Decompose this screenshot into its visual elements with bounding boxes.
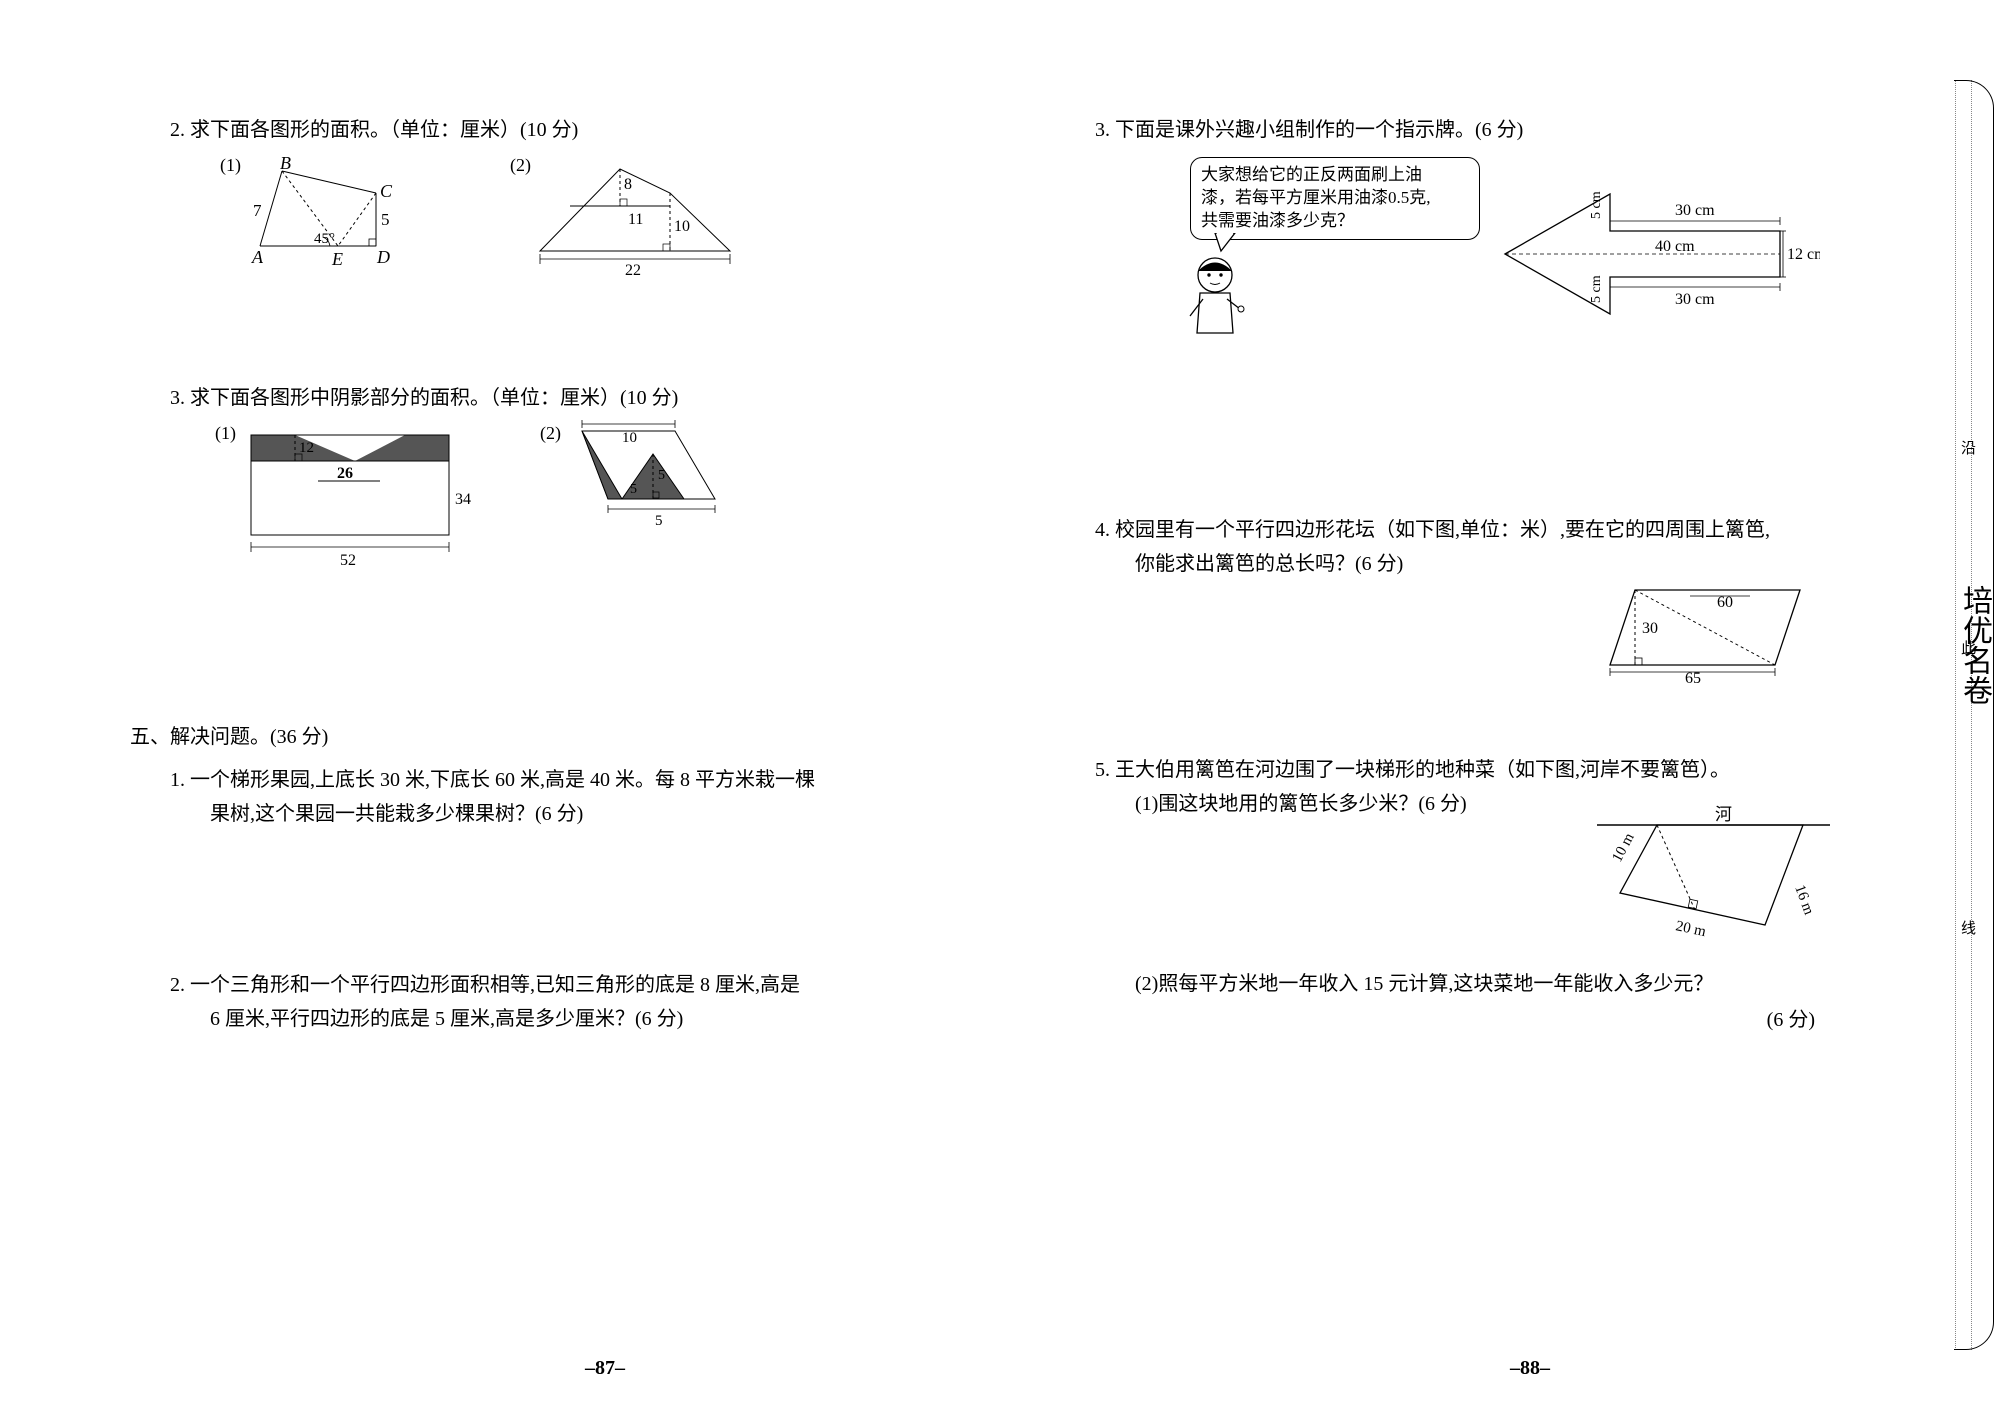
rq5-s2: (2)照每平方米地一年收入 15 元计算,这块菜地一年能收入多少元？ xyxy=(1095,969,1865,999)
rq3-fig: 5 cm 30 cm 40 cm 12 cm 5 cm 3 xyxy=(1490,169,1820,339)
rq4-fig: 60 30 65 xyxy=(1595,575,1835,695)
bubble-l1: 大家想给它的正反两面刷上油 xyxy=(1201,164,1469,187)
v34: 34 xyxy=(455,491,471,508)
q2-fig1: (1) B C 7 5 45° A E D xyxy=(220,151,440,281)
v20: 20 m xyxy=(1674,918,1707,940)
p2-line2: 6 厘米,平行四边形的底是 5 厘米,高是多少厘米？(6 分) xyxy=(170,1004,890,1034)
page-num-right: –88– xyxy=(1095,1357,1965,1380)
v10-top: 10 xyxy=(622,430,637,446)
v10: 10 m xyxy=(1609,830,1638,865)
v40: 40 cm xyxy=(1655,238,1695,255)
v30b: 30 cm xyxy=(1675,291,1715,308)
p2-line1: 2. 一个三角形和一个平行四边形面积相等,已知三角形的底是 8 厘米,高是 xyxy=(170,970,890,1000)
q2-text: 2. 求下面各图形的面积。（单位：厘米）(10 分) xyxy=(170,115,578,145)
rq5-s2b: (6 分) xyxy=(1095,1005,1865,1035)
v16: 16 m xyxy=(1791,883,1817,917)
v12: 12 cm xyxy=(1787,246,1820,263)
sec5-head: 五、解决问题。(36 分) xyxy=(130,720,850,749)
v12: 12 xyxy=(299,440,314,456)
left-p1: 1. 一个梯形果园,上底长 30 米,下底长 60 米,高是 40 米。每 8 … xyxy=(170,765,890,835)
pt-B: B xyxy=(280,153,291,173)
left-q3: 3. 求下面各图形中阴影部分的面积。（单位：厘米）(10 分) (1) 12 2… xyxy=(170,383,678,599)
right-q4: 4. 校园里有一个平行四边形花坛（如下图,单位：米）,要在它的四周围上篱笆, 你… xyxy=(1095,515,1865,585)
v65: 65 xyxy=(1685,670,1701,687)
v8: 8 xyxy=(624,176,632,193)
rq5-fig: 河 10 m 20 m 16 m xyxy=(1585,805,1845,955)
pt-E: E xyxy=(331,249,343,269)
bubble-l3: 共需要油漆多少克？ xyxy=(1201,210,1469,233)
v52: 52 xyxy=(340,552,356,569)
v5a: 5 cm xyxy=(1589,191,1604,219)
v26: 26 xyxy=(337,465,353,482)
label-2: (2) xyxy=(540,423,561,444)
rq4-l1: 4. 校园里有一个平行四边形花坛（如下图,单位：米）,要在它的四周围上篱笆, xyxy=(1095,515,1865,545)
v7: 7 xyxy=(253,201,262,220)
page-left: 2. 求下面各图形的面积。（单位：厘米）(10 分) (1) B C 7 5 4… xyxy=(170,0,1040,1415)
bubble-tail-icon xyxy=(1213,233,1239,253)
q3-text: 3. 求下面各图形中阴影部分的面积。（单位：厘米）(10 分) xyxy=(170,383,678,413)
v30a: 30 cm xyxy=(1675,202,1715,219)
v10: 10 xyxy=(674,218,690,235)
v5a: 5 xyxy=(630,482,637,497)
v60: 60 xyxy=(1717,594,1733,611)
label-2: (2) xyxy=(510,155,531,176)
v11: 11 xyxy=(628,211,643,228)
pt-A: A xyxy=(251,247,264,267)
v5c: 5 xyxy=(655,513,663,529)
pt-C: C xyxy=(380,181,393,201)
river: 河 xyxy=(1715,805,1732,824)
v5: 5 xyxy=(381,210,390,229)
right-q5: 5. 王大伯用篱笆在河边围了一块梯形的地种菜（如下图,河岸不要篱笆）。 (1)围… xyxy=(1095,755,1865,1041)
v5b: 5 cm xyxy=(1589,275,1604,303)
v30: 30 xyxy=(1642,620,1658,637)
rq3-text: 3. 下面是课外兴趣小组制作的一个指示牌。(6 分) xyxy=(1095,115,1865,145)
label-1: (1) xyxy=(215,423,236,444)
q3-fig1: (1) 12 26 34 52 xyxy=(215,419,495,589)
rq5-text: 5. 王大伯用篱笆在河边围了一块梯形的地种菜（如下图,河岸不要篱笆）。 xyxy=(1095,755,1865,785)
page-right: 3. 下面是课外兴趣小组制作的一个指示牌。(6 分) 大家想给它的正反两面刷上油… xyxy=(1095,0,1965,1415)
right-q3: 3. 下面是课外兴趣小组制作的一个指示牌。(6 分) 大家想给它的正反两面刷上油… xyxy=(1095,115,1865,351)
p1-line2: 果树,这个果园一共能栽多少棵果树？(6 分) xyxy=(170,799,890,829)
q2-fig2: (2) 8 11 10 22 xyxy=(510,151,770,281)
bubble-l2: 漆，若每平方厘米用油漆0.5克, xyxy=(1201,187,1469,210)
p1-line1: 1. 一个梯形果园,上底长 30 米,下底长 60 米,高是 40 米。每 8 … xyxy=(170,765,890,795)
left-q2: 2. 求下面各图形的面积。（单位：厘米）(10 分) (1) B C 7 5 4… xyxy=(170,115,578,311)
ang45: 45° xyxy=(314,231,335,247)
child-icon xyxy=(1175,251,1255,346)
left-sec5: 五、解决问题。(36 分) xyxy=(130,720,850,749)
speech-bubble: 大家想给它的正反两面刷上油 漆，若每平方厘米用油漆0.5克, 共需要油漆多少克？ xyxy=(1190,157,1480,240)
page-num-left: –87– xyxy=(170,1357,1040,1380)
pt-D: D xyxy=(376,247,390,267)
v5b: 5 xyxy=(658,468,665,483)
q3-fig2: (2) 10 5 5 5 xyxy=(540,419,750,549)
label-1: (1) xyxy=(220,155,241,176)
left-p2: 2. 一个三角形和一个平行四边形面积相等,已知三角形的底是 8 厘米,高是 6 … xyxy=(170,970,890,1040)
v22: 22 xyxy=(625,262,641,279)
